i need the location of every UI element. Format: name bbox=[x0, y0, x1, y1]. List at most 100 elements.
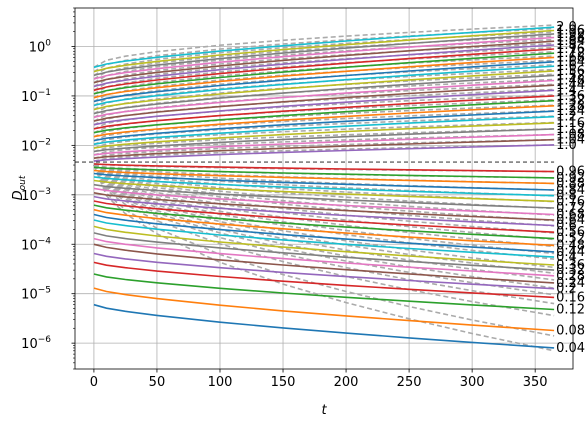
y-tick-base: 10 bbox=[21, 288, 38, 303]
series-line bbox=[93, 128, 555, 153]
series-end-label: 1.44 bbox=[556, 78, 585, 93]
y-tick-label: 100 bbox=[29, 38, 52, 55]
reference-curve bbox=[93, 164, 555, 241]
series-end-label: 0.52 bbox=[556, 232, 585, 247]
series-end-label: 0.44 bbox=[556, 245, 585, 260]
series-line bbox=[93, 163, 555, 173]
series-end-label: 1.12 bbox=[556, 122, 585, 137]
series-line bbox=[93, 95, 555, 130]
reference-curve bbox=[93, 164, 555, 352]
y-tick-exponent: −2 bbox=[38, 137, 51, 147]
series-end-label: 0.64 bbox=[556, 213, 585, 228]
series-line bbox=[93, 176, 555, 197]
reference-curve bbox=[93, 164, 555, 296]
reference-curve bbox=[93, 110, 555, 142]
series-line bbox=[93, 84, 555, 122]
series-line bbox=[93, 208, 555, 247]
series-line bbox=[93, 169, 555, 185]
x-tick-label: 200 bbox=[334, 375, 359, 390]
series-end-label: 0.16 bbox=[556, 290, 585, 305]
series-line bbox=[93, 36, 555, 80]
series-end-label: 0.56 bbox=[556, 225, 585, 240]
series-end-label: 1.36 bbox=[556, 89, 585, 104]
x-tick-label: 350 bbox=[523, 375, 548, 390]
series-line bbox=[93, 48, 555, 92]
series-line bbox=[93, 303, 555, 349]
series-line bbox=[93, 122, 555, 149]
x-tick-label: 100 bbox=[208, 375, 233, 390]
series-end-label: 0.92 bbox=[556, 171, 585, 186]
series-end-label: 0.12 bbox=[556, 302, 585, 317]
y-tick-base: 10 bbox=[21, 337, 38, 352]
series-end-label: 1.24 bbox=[556, 104, 585, 119]
series-end-label: 1.68 bbox=[556, 50, 585, 65]
y-tick-exponent: 0 bbox=[45, 38, 51, 48]
series-end-label: 1.84 bbox=[556, 34, 585, 49]
series-end-label: 0.6 bbox=[556, 218, 577, 233]
reference-curve bbox=[93, 24, 555, 68]
y-tick-exponent: −6 bbox=[38, 335, 52, 345]
reference-curve bbox=[93, 138, 555, 159]
reference-curve bbox=[93, 121, 555, 149]
y-tick-label: 10−5 bbox=[21, 286, 51, 303]
y-tick-exponent: −3 bbox=[38, 187, 51, 197]
series-line bbox=[93, 61, 555, 103]
series-line bbox=[93, 232, 555, 271]
series-line bbox=[93, 243, 555, 284]
series-line bbox=[93, 187, 555, 216]
reference-curve bbox=[93, 164, 555, 305]
series-line bbox=[93, 56, 555, 99]
series-end-label: 1.16 bbox=[556, 116, 585, 131]
x-axis-label: t bbox=[321, 403, 327, 418]
series-line bbox=[93, 225, 555, 266]
reference-curve bbox=[93, 128, 555, 153]
series-line bbox=[93, 195, 555, 227]
series-line bbox=[93, 138, 555, 159]
x-tick-label: 0 bbox=[90, 375, 98, 390]
series-end-label: 1.6 bbox=[556, 59, 577, 74]
y-tick-base: 10 bbox=[29, 40, 46, 55]
plot-area-frame bbox=[74, 7, 574, 370]
series-line bbox=[93, 65, 555, 107]
y-tick-base: 10 bbox=[21, 90, 38, 105]
reference-curve bbox=[93, 164, 555, 255]
series-line bbox=[93, 200, 555, 233]
series-end-label: 0.32 bbox=[556, 263, 585, 278]
series-line bbox=[93, 115, 555, 146]
series-end-label: 0.68 bbox=[556, 207, 585, 222]
series-end-label: 2.0 bbox=[556, 20, 577, 35]
series-line bbox=[93, 74, 555, 115]
series-line bbox=[93, 110, 555, 142]
series-end-label: 0.28 bbox=[556, 269, 585, 284]
y-tick-label: 10−4 bbox=[21, 236, 51, 253]
series-line bbox=[93, 172, 555, 191]
series-line bbox=[93, 99, 555, 134]
series-line bbox=[93, 33, 555, 77]
series-end-label: 1.8 bbox=[556, 38, 577, 53]
series-end-label: 1.92 bbox=[556, 27, 585, 42]
series-line bbox=[93, 89, 555, 126]
series-line bbox=[93, 52, 555, 95]
series-line bbox=[93, 166, 555, 179]
reference-curve bbox=[93, 164, 555, 222]
series-line bbox=[93, 192, 555, 221]
y-tick-exponent: −5 bbox=[38, 286, 51, 296]
series-line bbox=[93, 105, 555, 138]
x-tick-label: 250 bbox=[397, 375, 422, 390]
series-line bbox=[93, 252, 555, 290]
reference-curve bbox=[93, 115, 555, 146]
series-line bbox=[93, 287, 555, 332]
series-layer bbox=[93, 26, 555, 349]
reference-curve bbox=[93, 164, 555, 317]
y-tick-exponent: −4 bbox=[38, 236, 52, 246]
series-line bbox=[93, 70, 555, 111]
y-tick-base: 10 bbox=[21, 139, 38, 154]
series-end-label: 1.88 bbox=[556, 30, 585, 45]
series-end-label: 0.4 bbox=[556, 250, 577, 265]
y-tick-exponent: −1 bbox=[38, 88, 51, 98]
series-end-label: 0.96 bbox=[556, 165, 585, 180]
reference-curve bbox=[93, 94, 555, 130]
series-line bbox=[93, 79, 555, 119]
